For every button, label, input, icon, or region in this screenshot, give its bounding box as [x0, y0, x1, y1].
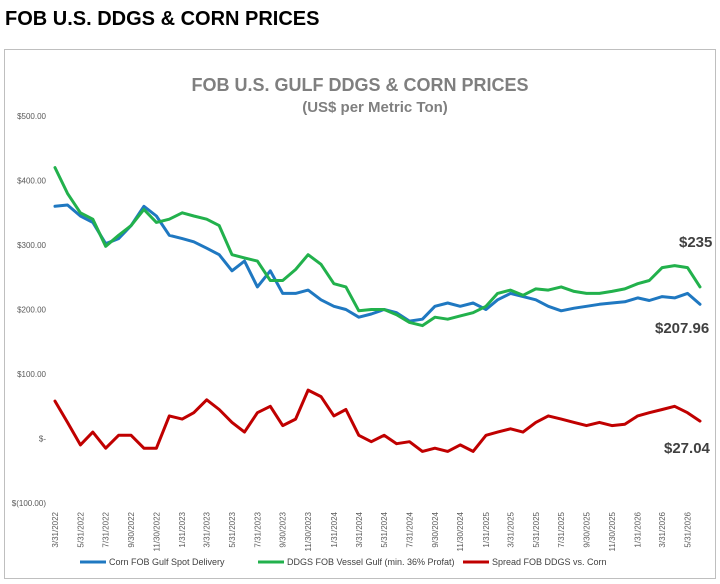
x-tick-label: 9/30/2025 — [583, 511, 592, 547]
y-axis: $500.00 $400.00 $300.00 $200.00 $100.00 $- $(1… — [12, 112, 47, 508]
y-tick-label: $400.00 — [17, 177, 46, 186]
x-tick-label: 11/30/2022 — [152, 511, 161, 551]
x-tick-label: 9/30/2023 — [279, 511, 288, 547]
series-lines — [53, 166, 702, 453]
line-chart: FOB U.S. GULF DDGS & CORN PRICES (US$ pe… — [12, 75, 713, 567]
series-line-corn — [53, 203, 702, 323]
x-tick-label: 9/30/2024 — [431, 511, 440, 547]
chart-title: FOB U.S. GULF DDGS & CORN PRICES — [191, 75, 528, 95]
chart-frame: FOB U.S. GULF DDGS & CORN PRICES (US$ pe… — [4, 49, 716, 579]
y-tick-label: $500.00 — [17, 112, 46, 121]
x-tick-label: 7/31/2023 — [253, 511, 262, 547]
x-tick-label: 3/31/2026 — [658, 511, 667, 547]
x-tick-label: 7/31/2024 — [406, 511, 415, 547]
end-label-spread: $27.04 — [664, 440, 711, 457]
x-tick-label: 5/31/2026 — [684, 511, 693, 547]
x-tick-label: 3/31/2024 — [355, 511, 364, 547]
y-tick-label: $(100.00) — [12, 499, 47, 508]
legend-label-spread: Spread FOB DDGS vs. Corn — [492, 557, 607, 567]
series-line-spread — [53, 388, 702, 453]
y-tick-label: $100.00 — [17, 370, 46, 379]
x-tick-label: 5/31/2024 — [380, 511, 389, 547]
page-title: FOB U.S. DDGS & CORN PRICES — [5, 8, 320, 30]
series-line-ddgs — [53, 166, 702, 328]
x-tick-label: 1/31/2024 — [330, 511, 339, 547]
legend: Corn FOB Gulf Spot Delivery DDGS FOB Ves… — [80, 557, 607, 567]
x-axis: 3/31/2022 5/31/2022 7/31/2022 9/30/2022 11/3… — [51, 511, 693, 551]
x-tick-label: 3/31/2025 — [506, 511, 515, 547]
x-tick-label: 3/31/2023 — [203, 511, 212, 547]
x-tick-label: 11/30/2025 — [608, 511, 617, 551]
end-label-ddgs: $235 — [679, 234, 712, 251]
y-tick-label: $- — [39, 435, 46, 444]
legend-label-ddgs: DDGS FOB Vessel Gulf (min. 36% Profat) — [287, 557, 455, 567]
x-tick-label: 9/30/2022 — [127, 511, 136, 547]
x-tick-label: 1/31/2026 — [634, 511, 643, 547]
end-label-corn: $207.96 — [655, 320, 709, 337]
x-tick-label: 7/31/2022 — [102, 511, 111, 547]
legend-label-corn: Corn FOB Gulf Spot Delivery — [109, 557, 225, 567]
x-tick-label: 11/30/2024 — [456, 511, 465, 551]
y-tick-label: $300.00 — [17, 241, 46, 250]
x-tick-label: 5/31/2025 — [532, 511, 541, 547]
x-tick-label: 3/31/2022 — [51, 511, 60, 547]
x-tick-label: 5/31/2022 — [76, 511, 85, 547]
x-tick-label: 1/31/2023 — [178, 511, 187, 547]
chart-subtitle: (US$ per Metric Ton) — [302, 99, 448, 116]
x-tick-label: 1/31/2025 — [482, 511, 491, 547]
y-tick-label: $200.00 — [17, 306, 46, 315]
x-tick-label: 7/31/2025 — [557, 511, 566, 547]
x-tick-label: 11/30/2023 — [304, 511, 313, 551]
x-tick-label: 5/31/2023 — [228, 511, 237, 547]
